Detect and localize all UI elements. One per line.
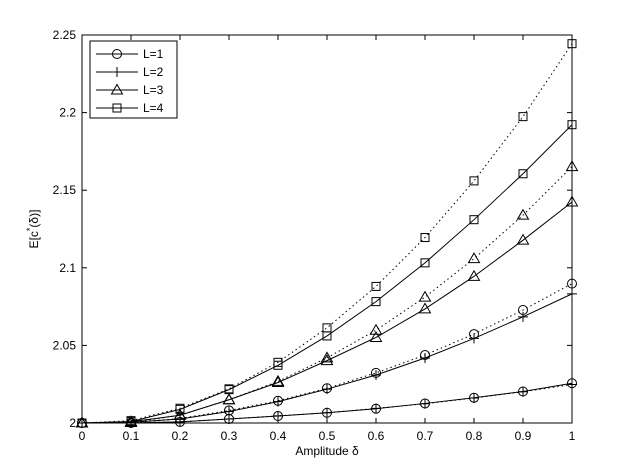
- x-tick-label: 0.8: [466, 429, 483, 443]
- y-tick-label: 2.05: [53, 338, 77, 352]
- data-point-plus: [322, 384, 332, 395]
- data-point-triangle: [418, 302, 432, 314]
- data-point-plus: [567, 379, 577, 390]
- data-point-triangle: [418, 290, 432, 302]
- data-point-plus: [273, 410, 283, 421]
- data-point-plus: [371, 370, 381, 381]
- y-axis-label: E[c*(δ)]: [25, 210, 41, 249]
- legend-box: [89, 40, 178, 119]
- legend-label: L=3: [143, 83, 164, 97]
- data-point-square: [469, 176, 479, 186]
- x-tick-label: 0: [79, 429, 86, 443]
- x-tick-label: 0.4: [270, 429, 287, 443]
- data-point-triangle: [271, 375, 285, 387]
- data-point-triangle: [467, 252, 481, 264]
- data-point-plus: [273, 396, 283, 407]
- data-point-square: [518, 112, 528, 122]
- data-point-square: [420, 258, 430, 268]
- data-point-plus: [371, 403, 381, 414]
- data-point-square: [371, 281, 381, 291]
- data-point-square: [469, 215, 479, 225]
- x-tick-label: 0.1: [123, 429, 140, 443]
- data-point-triangle: [124, 416, 138, 428]
- data-point-square: [224, 384, 234, 394]
- data-point-square: [175, 403, 185, 413]
- data-point-plus: [224, 413, 234, 424]
- x-tick-label: 1: [569, 429, 576, 443]
- series-line-6: [81, 124, 573, 424]
- data-point-triangle: [369, 330, 383, 342]
- data-point-triangle: [369, 323, 383, 335]
- data-point-triangle: [565, 160, 579, 172]
- y-tick-label: 2.25: [53, 28, 77, 42]
- legend-label: L=2: [143, 65, 164, 79]
- data-point-plus: [420, 398, 430, 409]
- y-tick-label: 2: [69, 416, 76, 430]
- x-axis-label: Amplitude δ: [295, 444, 359, 458]
- data-point-triangle: [222, 393, 236, 405]
- data-point-circle: [567, 278, 577, 289]
- data-point-plus: [469, 393, 479, 404]
- data-point-square: [371, 297, 381, 307]
- data-point-plus: [567, 288, 577, 299]
- y-tick-label: 2.15: [53, 183, 77, 197]
- data-point-square: [420, 233, 430, 243]
- x-tick-label: 0.6: [368, 429, 385, 443]
- data-point-plus: [518, 386, 528, 397]
- data-point-triangle: [565, 195, 579, 207]
- markers-layer: [75, 39, 579, 428]
- data-point-plus: [322, 407, 332, 418]
- x-tick-label: 0.3: [221, 429, 238, 443]
- data-point-triangle: [320, 354, 334, 366]
- data-point-triangle: [516, 208, 530, 220]
- data-point-square: [77, 418, 87, 428]
- x-tick-label: 0.7: [417, 429, 434, 443]
- x-tick-label: 0.2: [172, 429, 189, 443]
- y-tick-label: 2.1: [59, 261, 76, 275]
- legend-items: L=1 L=2 L=3 L=4: [96, 47, 164, 115]
- series-line-5: [81, 166, 573, 424]
- data-point-square: [273, 357, 283, 367]
- data-point-triangle: [271, 374, 285, 386]
- data-point-plus: [518, 311, 528, 322]
- data-point-square: [567, 120, 577, 130]
- y-tick-label: 2.2: [59, 106, 76, 120]
- axis-ticks: 0 0.1 0.2 0.3 0.4 0.5 0.6 0.7 0.8 0.9 1 2 2.05 2.1 2.1…: [53, 28, 576, 443]
- data-point-square: [567, 39, 577, 49]
- x-tick-label: 0.5: [319, 429, 336, 443]
- data-point-triangle: [516, 233, 530, 245]
- data-point-plus: [469, 333, 479, 344]
- legend: L=1 L=2 L=3 L=4: [89, 40, 178, 119]
- legend-marker-square: [112, 103, 122, 113]
- legend-label: L=1: [143, 47, 164, 61]
- data-point-square: [126, 416, 136, 426]
- data-point-triangle: [320, 351, 334, 363]
- data-point-triangle: [467, 269, 481, 281]
- data-point-plus: [420, 352, 430, 363]
- data-point-square: [322, 323, 332, 333]
- legend-marker-triangle: [110, 83, 124, 95]
- series-line-3: [81, 384, 573, 424]
- legend-marker-circle: [112, 49, 122, 59]
- legend-marker-plus: [112, 67, 122, 77]
- legend-label: L=4: [143, 101, 164, 115]
- x-tick-label: 0.9: [515, 429, 532, 443]
- data-point-triangle: [173, 408, 187, 420]
- data-point-plus: [175, 416, 185, 427]
- data-point-square: [518, 169, 528, 179]
